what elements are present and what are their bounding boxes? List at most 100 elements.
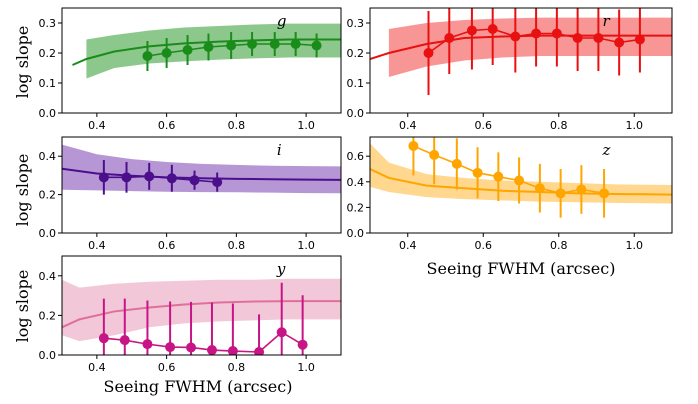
model-line-y	[62, 300, 341, 329]
uncertainty-band-i	[62, 144, 341, 194]
data-point-z	[534, 183, 545, 194]
uncertainty-band-y	[62, 278, 341, 342]
data-point-g	[161, 48, 172, 58]
xtick-label-r: 0.6	[475, 119, 493, 132]
panel-title-r: r	[603, 12, 611, 30]
xtick-label-z: 0.8	[550, 239, 568, 252]
xtick-label-r: 0.8	[550, 119, 568, 132]
xtick-label-z: 0.6	[475, 239, 493, 252]
data-point-i	[166, 173, 177, 184]
xtick-label-y: 0.4	[88, 361, 106, 374]
data-point-y	[276, 327, 287, 338]
data-point-g	[311, 40, 322, 51]
xtick-label-z: 1.0	[626, 239, 644, 252]
xtick-label-r: 0.4	[399, 119, 417, 132]
data-point-r	[423, 48, 434, 58]
ytick-label-r: 0.3	[347, 17, 365, 30]
xtick-label-z: 0.4	[399, 239, 417, 252]
data-point-z	[451, 158, 462, 169]
data-point-r	[510, 31, 521, 42]
ytick-label-r: 0.2	[347, 47, 365, 60]
xlabel-panel-y: Seeing FWHM (arcsec)	[104, 377, 293, 396]
data-point-z	[599, 188, 610, 199]
panel-title-i: i	[277, 141, 282, 159]
panel-z: 0.0 0.2 0.4 0.6 0.4 0.6 0.8 1.0 z	[347, 136, 673, 252]
data-point-z	[493, 171, 504, 182]
data-point-r	[466, 25, 477, 36]
uncertainty-band-g	[86, 23, 341, 79]
ytick-label-z: 0.0	[347, 227, 365, 240]
data-point-i	[212, 177, 223, 188]
panel-i: 0.0 0.2 0.4 0.4 0.6 0.8 1.0 i	[39, 136, 342, 252]
plot-area-z	[370, 137, 672, 218]
data-point-z	[472, 167, 483, 178]
data-point-r	[614, 37, 625, 48]
panel-r: 0.0 0.1 0.2 0.3 0.4 0.6 0.8 1.0 r	[347, 7, 673, 132]
panel-g: 0.0 0.1 0.2 0.3 0.4 0.6 0.8 1.0 g	[39, 7, 342, 132]
panel-title-g: g	[277, 12, 287, 30]
data-point-r	[551, 28, 562, 39]
panel-y: 0.0 0.2 0.4 0.4 0.6 0.8 1.0 y	[39, 255, 342, 374]
data-point-y	[119, 335, 130, 346]
data-point-r	[487, 24, 498, 34]
data-point-z	[514, 175, 525, 186]
data-point-i	[189, 175, 200, 186]
data-point-g	[247, 39, 258, 49]
ytick-label-g: 0.0	[39, 107, 57, 120]
xtick-label-g: 0.8	[228, 119, 246, 132]
data-point-i	[144, 171, 155, 182]
xtick-label-r: 1.0	[626, 119, 644, 132]
xtick-label-i: 0.8	[228, 239, 246, 252]
data-point-g	[203, 42, 214, 52]
data-point-z	[576, 184, 587, 195]
axes-frame-g	[61, 7, 342, 114]
xtick-label-i: 0.4	[88, 239, 106, 252]
xtick-label-i: 1.0	[297, 239, 315, 252]
axes-frame-r	[369, 7, 673, 114]
ytick-label-g: 0.1	[39, 77, 57, 90]
xtick-label-y: 1.0	[297, 361, 315, 374]
data-point-y	[297, 339, 308, 350]
data-point-z	[429, 149, 440, 160]
ytick-label-r: 0.1	[347, 77, 365, 90]
ytick-label-z: 0.4	[347, 176, 365, 189]
data-point-y	[186, 342, 197, 353]
xtick-label-g: 1.0	[297, 119, 315, 132]
model-line-i	[62, 167, 341, 181]
ylabel-row-2: log slope	[13, 154, 32, 227]
plot-area-r	[370, 8, 672, 95]
data-point-z	[555, 188, 566, 199]
data-point-y	[227, 346, 238, 355]
data-point-y	[142, 339, 153, 350]
data-line-y	[103, 331, 304, 353]
data-point-i	[121, 172, 132, 183]
plot-area-g	[72, 23, 341, 79]
model-line-r	[370, 34, 672, 60]
xlabel-panel-z: Seeing FWHM (arcsec)	[427, 259, 616, 278]
ytick-label-g: 0.2	[39, 47, 57, 60]
ytick-label-z: 0.6	[347, 150, 365, 163]
data-point-r	[531, 28, 542, 39]
xtick-label-y: 0.8	[228, 361, 246, 374]
axes-frame-i	[61, 136, 342, 234]
ytick-label-i: 0.0	[39, 227, 57, 240]
data-point-y	[98, 333, 109, 344]
data-point-i	[98, 172, 109, 183]
plot-area-i	[62, 144, 341, 195]
data-point-g	[226, 40, 237, 51]
data-point-y	[165, 342, 176, 353]
uncertainty-band-r	[388, 17, 672, 78]
data-point-g	[182, 45, 193, 55]
data-point-g	[290, 39, 301, 49]
data-line-z	[413, 145, 605, 195]
xtick-label-g: 0.6	[158, 119, 176, 132]
axes-frame-z	[369, 136, 673, 234]
panel-title-y: y	[276, 260, 286, 278]
data-point-g	[142, 51, 153, 61]
ytick-label-i: 0.4	[39, 150, 57, 163]
xtick-label-i: 0.6	[158, 239, 176, 252]
data-point-z	[408, 140, 419, 151]
ylabel-row-3: log slope	[13, 270, 32, 343]
ytick-label-z: 0.2	[347, 201, 365, 214]
